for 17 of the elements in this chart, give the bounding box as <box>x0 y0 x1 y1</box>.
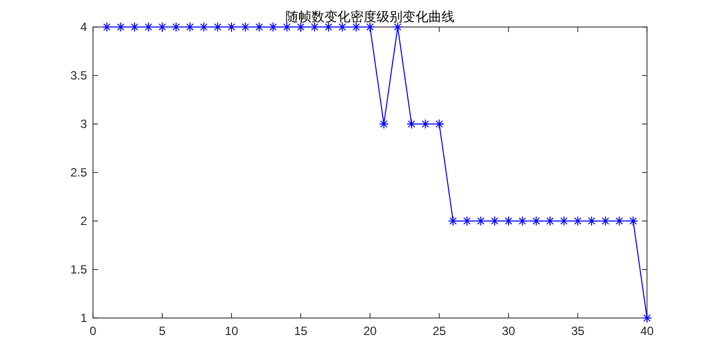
ytick-label: 4 <box>80 20 87 34</box>
xtick-label: 10 <box>224 324 238 338</box>
ytick-label: 3 <box>80 117 87 131</box>
xtick-label: 5 <box>158 324 166 338</box>
xtick-label: 30 <box>502 324 516 338</box>
title: 随帧数变化密度级别变化曲线 <box>286 9 454 24</box>
xtick-label: 20 <box>363 324 377 338</box>
ytick-label: 1.5 <box>70 262 87 276</box>
xtick-label: 35 <box>571 324 584 338</box>
ytick-label: 2.5 <box>70 166 87 180</box>
ytick-label: 2 <box>80 214 87 228</box>
xtick-label: 40 <box>640 324 654 338</box>
ytick-label: 3.5 <box>70 68 87 82</box>
xtick-label: 15 <box>294 324 308 338</box>
xtick-label: 0 <box>90 324 96 338</box>
ytick-label: 1 <box>80 311 87 325</box>
xtick-label: 25 <box>432 324 446 338</box>
